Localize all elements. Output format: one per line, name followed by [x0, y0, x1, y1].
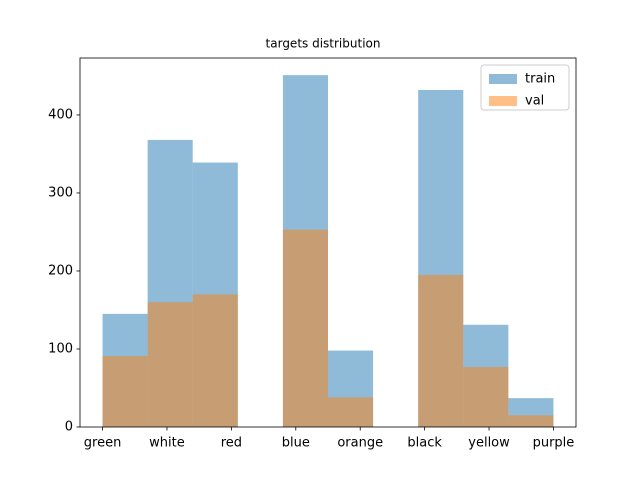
- bar: [328, 397, 374, 427]
- bar: [508, 415, 554, 427]
- bar: [463, 366, 509, 427]
- axes-frame: [79, 57, 577, 428]
- bar: [102, 356, 148, 427]
- y-tick-label: 200: [48, 263, 73, 278]
- y-tick-label: 0: [65, 420, 73, 435]
- x-tick-label: black: [407, 436, 442, 451]
- y-tick-label: 400: [48, 107, 73, 122]
- x-tick-label: yellow: [468, 436, 510, 451]
- legend-swatch: [489, 96, 517, 106]
- bar: [147, 302, 193, 427]
- bar: [282, 229, 328, 427]
- bar: [418, 274, 464, 427]
- x-tick-label: blue: [282, 436, 310, 451]
- y-tick-label: 100: [48, 341, 73, 356]
- x-tick-label: orange: [337, 436, 383, 451]
- legend-label: val: [525, 94, 544, 109]
- legend-label: train: [525, 72, 555, 87]
- y-tick-label: 300: [48, 185, 73, 200]
- x-tick-label: red: [221, 436, 242, 451]
- bar: [192, 294, 238, 427]
- x-tick-label: purple: [533, 436, 575, 451]
- x-tick-label: white: [149, 436, 185, 451]
- x-tick-label: green: [84, 436, 122, 451]
- legend-swatch: [489, 74, 517, 84]
- chart-title: targets distribution: [266, 37, 381, 51]
